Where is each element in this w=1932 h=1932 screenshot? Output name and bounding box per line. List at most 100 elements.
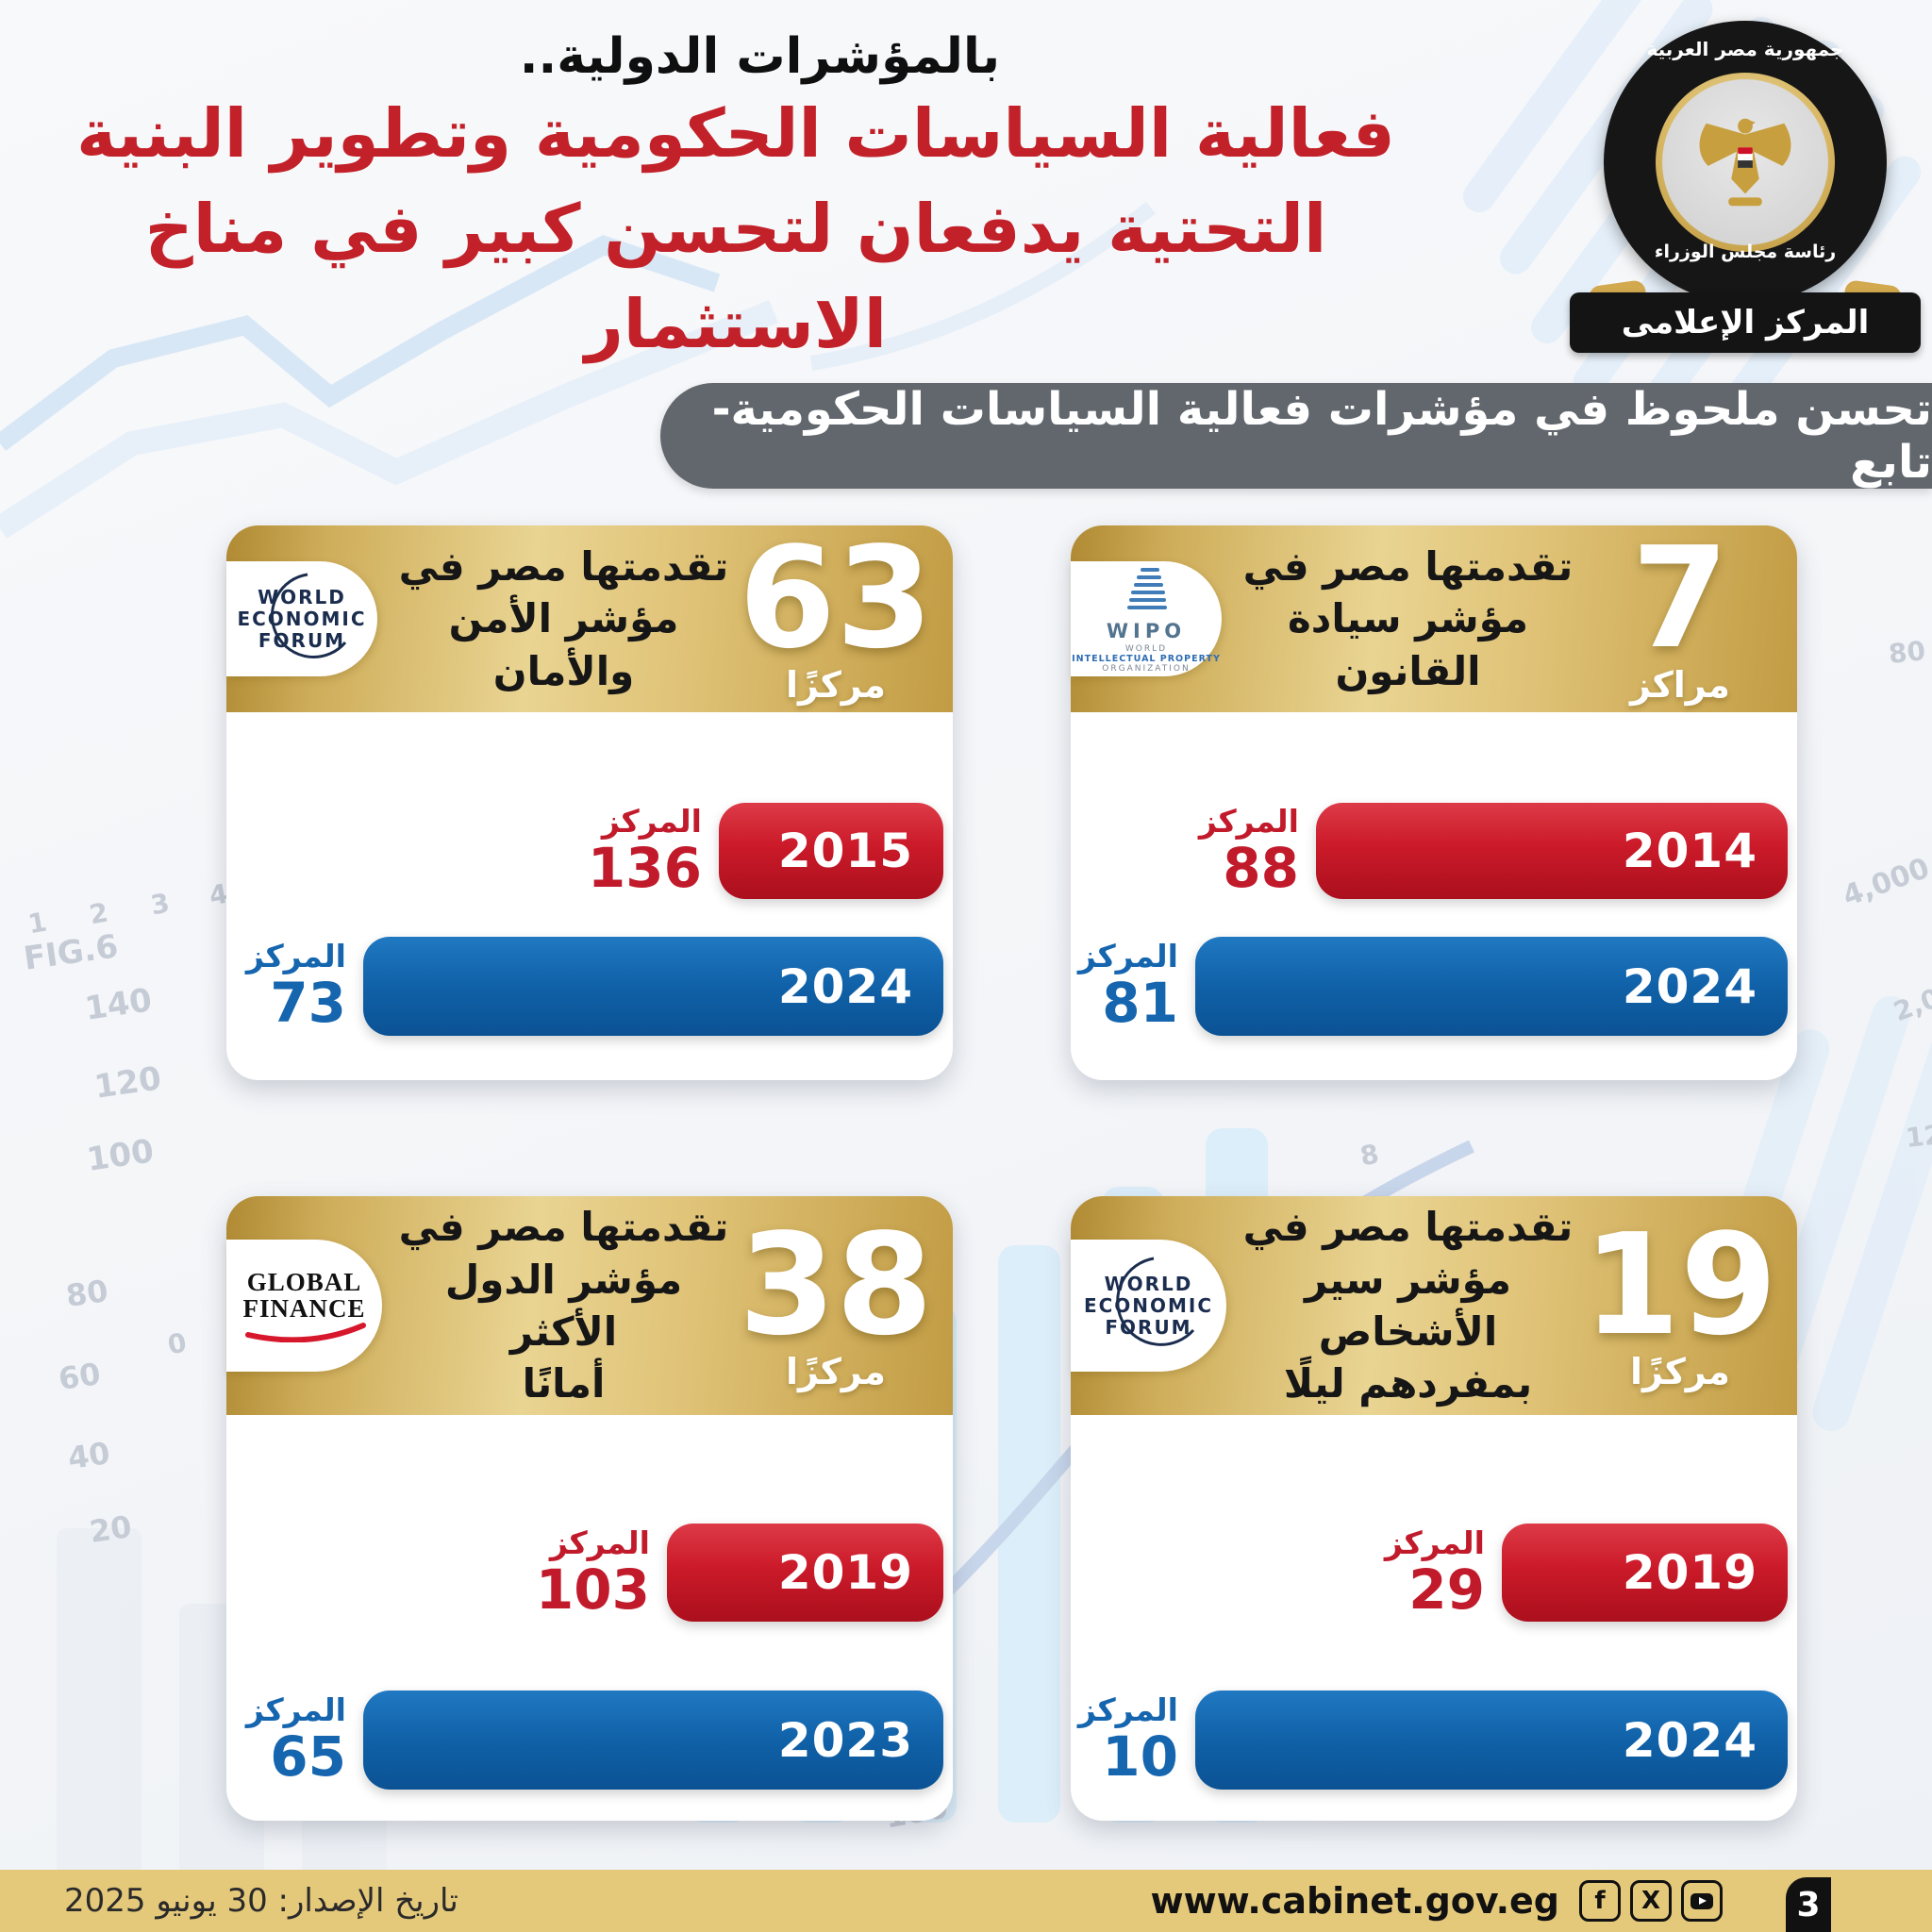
wef-word: ECONOMIC <box>237 607 367 630</box>
improvement-value: 7 <box>1631 516 1729 679</box>
rank-label: المركز <box>1077 938 1178 975</box>
rank-2024: المركز 10 <box>1060 1687 1178 1793</box>
wef-logo: WORLD ECONOMIC FORUM <box>1071 1240 1226 1372</box>
card-title-line: تقدمتها مصر في <box>398 1204 729 1251</box>
wipo-fan-icon <box>1127 567 1167 609</box>
card-title-line: بمفردهم ليلًا <box>1283 1360 1533 1407</box>
rank-value: 88 <box>1223 835 1299 900</box>
card-title-line: أمانًا <box>522 1360 606 1407</box>
website-link[interactable]: www.cabinet.gov.eg <box>1150 1880 1559 1922</box>
card-title-line: مؤشر سير الأشخاص <box>1305 1256 1511 1355</box>
improvement-value: 19 <box>1583 1203 1777 1366</box>
section-banner-text: تحسن ملحوظ في مؤشرات فعالية السياسات الح… <box>711 383 1932 489</box>
wef-word: FORUM <box>1105 1315 1192 1339</box>
bg-axis-label: 12 <box>1904 1119 1932 1154</box>
bar-2019: 2019 <box>1502 1524 1788 1622</box>
wef-word: WORLD <box>1104 1272 1193 1295</box>
bg-axis-label: 60 <box>56 1356 103 1397</box>
card-header: WORLD ECONOMIC FORUM تقدمتها مصر في مؤشر… <box>1071 1196 1797 1415</box>
improvement-badge: 38 مركزًا <box>732 1196 940 1415</box>
bar-year-label: 2024 <box>1622 1712 1757 1768</box>
indicator-card-walking-alone: WORLD ECONOMIC FORUM تقدمتها مصر في مؤشر… <box>1071 1196 1797 1821</box>
wef-word: ECONOMIC <box>1083 1293 1214 1317</box>
bg-axis-label: 20 <box>87 1508 134 1550</box>
cabinet-emblem: جمهورية مصر العربية رئا <box>1570 13 1921 358</box>
wef-arc-icon <box>271 573 347 659</box>
emblem-bottom-text: رئاسة مجلس الوزراء <box>1654 242 1837 262</box>
bg-axis-label: 80 <box>63 1273 110 1314</box>
issue-date: تاريخ الإصدار: 30 يونيو 2025 <box>64 1882 458 1920</box>
emblem-ribbon: المركز الإعلامى <box>1570 292 1921 353</box>
emblem-ribbon-text: المركز الإعلامى <box>1621 304 1870 341</box>
bar-year-label: 2015 <box>777 824 913 878</box>
bar-year-label: 2024 <box>1622 958 1757 1014</box>
rank-value: 136 <box>587 835 702 900</box>
rank-value: 81 <box>1102 971 1178 1035</box>
wef-logo: WORLD ECONOMIC FORUM <box>226 561 377 676</box>
indicator-card-security-safety: WORLD ECONOMIC FORUM تقدمتها مصر في مؤشر… <box>226 525 953 1080</box>
wef-arc-icon <box>1116 1257 1195 1346</box>
improvement-badge: 63 مركزًا <box>732 525 940 712</box>
improvement-badge: 19 مركزًا <box>1576 1196 1784 1415</box>
card-title-line: مؤشر الأمن والأمان <box>448 595 679 694</box>
card-title-line: تقدمتها مصر في <box>1242 542 1574 590</box>
bar-2019: 2019 <box>667 1524 943 1622</box>
card-title-line: مؤشر سيادة القانون <box>1288 595 1528 694</box>
wef-logo-text: WORLD ECONOMIC FORUM <box>1083 1272 1214 1339</box>
bar-2023: 2023 <box>363 1690 943 1790</box>
eagle-icon <box>1699 118 1791 207</box>
bar-year-label: 2024 <box>777 958 913 1014</box>
card-header: GLOBAL FINANCE تقدمتها مصر في مؤشر الدول… <box>226 1196 953 1415</box>
card-title: تقدمتها مصر في مؤشر سير الأشخاص بمفردهم … <box>1241 1196 1575 1415</box>
improvement-badge: 7 مراكز <box>1576 525 1784 712</box>
rank-2019: المركز 29 <box>1343 1520 1485 1625</box>
gf-word: FINANCE <box>242 1294 366 1323</box>
emblem-seal: جمهورية مصر العربية رئا <box>1604 21 1887 304</box>
gf-swoosh-icon <box>244 1323 366 1343</box>
youtube-icon[interactable] <box>1681 1880 1723 1922</box>
gf-word: GLOBAL <box>246 1267 362 1296</box>
improvement-unit: مركزًا <box>786 1351 886 1393</box>
kicker-text: بالمؤشرات الدولية.. <box>519 28 1000 85</box>
card-title-line: تقدمتها مصر في <box>398 542 729 590</box>
wipo-logo-text: WIPO <box>1106 619 1187 642</box>
rank-label: المركز <box>245 1691 346 1729</box>
improvement-value: 63 <box>739 516 933 679</box>
card-header: WIPO WORLD INTELLECTUAL PROPERTY ORGANIZ… <box>1071 525 1797 712</box>
bar-year-label: 2019 <box>1622 1545 1757 1600</box>
wef-word: WORLD <box>258 585 346 608</box>
rank-value: 29 <box>1408 1557 1485 1622</box>
section-banner: تحسن ملحوظ في مؤشرات فعالية السياسات الح… <box>660 383 1932 489</box>
rank-label: المركز <box>1384 1524 1485 1561</box>
footer-bar: تاريخ الإصدار: 30 يونيو 2025 www.cabinet… <box>0 1870 1932 1932</box>
rank-value: 73 <box>270 971 346 1035</box>
rank-2024: المركز 81 <box>1060 933 1178 1040</box>
bg-axis-label: 80 <box>1887 635 1927 670</box>
wipo-logo: WIPO WORLD INTELLECTUAL PROPERTY ORGANIZ… <box>1071 561 1222 676</box>
rank-value: 65 <box>270 1724 346 1789</box>
x-icon[interactable]: X <box>1630 1880 1672 1922</box>
rank-2014: المركز 88 <box>1158 799 1299 903</box>
page-title-line2: التحتية يدفعان لتحسن كبير في مناخ الاستث… <box>144 189 1327 363</box>
card-title-line: مؤشر الدول الأكثر <box>444 1256 683 1355</box>
bar-2024: 2024 <box>1195 937 1788 1036</box>
facebook-icon[interactable]: f <box>1579 1880 1621 1922</box>
global-finance-logo: GLOBAL FINANCE <box>226 1240 382 1372</box>
rank-label: المركز <box>549 1524 650 1561</box>
bar-year-label: 2023 <box>777 1712 913 1768</box>
rank-label: المركز <box>601 802 702 840</box>
rank-value: 10 <box>1102 1724 1178 1789</box>
indicator-card-safest-countries: GLOBAL FINANCE تقدمتها مصر في مؤشر الدول… <box>226 1196 953 1821</box>
rank-2024: المركز 73 <box>228 933 346 1040</box>
card-header: WORLD ECONOMIC FORUM تقدمتها مصر في مؤشر… <box>226 525 953 712</box>
rank-2019: المركز 103 <box>508 1520 650 1625</box>
page-title-line1: فعالية السياسات الحكومية وتطوير البنية <box>76 94 1395 173</box>
improvement-unit: مركزًا <box>1630 1351 1730 1393</box>
global-finance-logo-text: GLOBAL FINANCE <box>242 1267 366 1323</box>
bar-2015: 2015 <box>719 803 943 899</box>
bar-2024: 2024 <box>1195 1690 1788 1790</box>
card-title: تقدمتها مصر في مؤشر الدول الأكثر أمانًا <box>396 1196 731 1415</box>
improvement-value: 38 <box>739 1203 933 1366</box>
bar-year-label: 2014 <box>1622 824 1757 878</box>
